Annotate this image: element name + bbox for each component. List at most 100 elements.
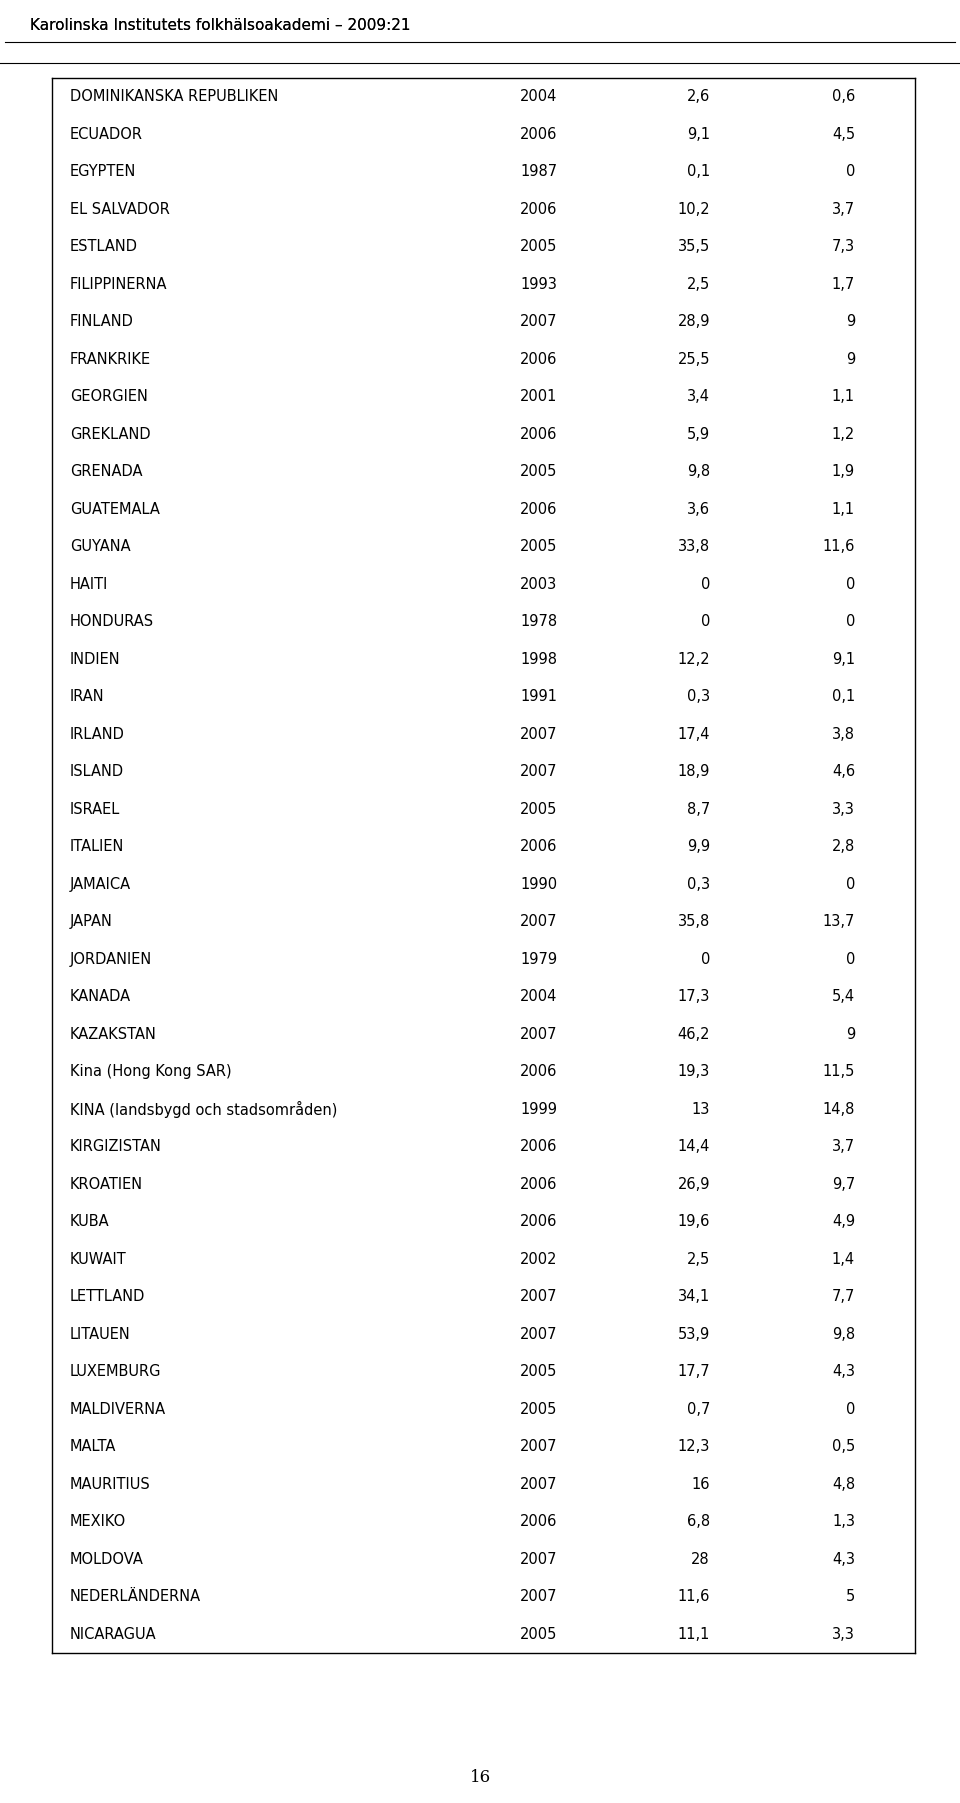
Text: HAITI: HAITI	[70, 577, 108, 591]
Text: 0,6: 0,6	[831, 90, 855, 105]
Text: 35,8: 35,8	[678, 914, 710, 929]
Text: 19,3: 19,3	[678, 1064, 710, 1080]
Text: 2005: 2005	[520, 539, 558, 554]
Text: 2006: 2006	[520, 838, 558, 855]
Text: 1,3: 1,3	[832, 1515, 855, 1529]
Text: 16: 16	[691, 1477, 710, 1491]
Text: 4,5: 4,5	[832, 126, 855, 142]
Text: 1,7: 1,7	[831, 276, 855, 292]
Text: 9,1: 9,1	[832, 651, 855, 667]
Text: 2002: 2002	[520, 1251, 558, 1268]
Text: 12,3: 12,3	[678, 1439, 710, 1455]
Text: IRLAND: IRLAND	[70, 727, 125, 741]
Text: 19,6: 19,6	[678, 1213, 710, 1230]
Text: 9: 9	[846, 1026, 855, 1042]
Text: 2007: 2007	[520, 1026, 558, 1042]
Text: 5,9: 5,9	[686, 427, 710, 442]
Text: 46,2: 46,2	[678, 1026, 710, 1042]
Text: 1979: 1979	[520, 952, 557, 966]
Text: 10,2: 10,2	[678, 202, 710, 216]
Text: 2005: 2005	[520, 1401, 558, 1417]
Text: JORDANIEN: JORDANIEN	[70, 952, 153, 966]
Text: 2,5: 2,5	[686, 276, 710, 292]
Text: NICARAGUA: NICARAGUA	[70, 1626, 156, 1643]
Text: LUXEMBURG: LUXEMBURG	[70, 1365, 161, 1379]
Text: 0: 0	[846, 1401, 855, 1417]
Text: ESTLAND: ESTLAND	[70, 240, 138, 254]
Text: 17,4: 17,4	[678, 727, 710, 741]
Text: 3,6: 3,6	[687, 501, 710, 517]
Text: 0: 0	[846, 577, 855, 591]
Text: 4,3: 4,3	[832, 1552, 855, 1567]
Text: KUWAIT: KUWAIT	[70, 1251, 127, 1268]
Text: 5,4: 5,4	[832, 990, 855, 1004]
Text: 2006: 2006	[520, 1515, 558, 1529]
Text: 2006: 2006	[520, 427, 558, 442]
Text: 2005: 2005	[520, 1365, 558, 1379]
Text: HONDURAS: HONDURAS	[70, 615, 155, 629]
Text: 1993: 1993	[520, 276, 557, 292]
Text: 2007: 2007	[520, 1327, 558, 1341]
Text: FRANKRIKE: FRANKRIKE	[70, 352, 151, 366]
Text: MOLDOVA: MOLDOVA	[70, 1552, 144, 1567]
Text: EL SALVADOR: EL SALVADOR	[70, 202, 170, 216]
Text: GEORGIEN: GEORGIEN	[70, 389, 148, 404]
Text: 2005: 2005	[520, 802, 558, 817]
Text: 0: 0	[701, 577, 710, 591]
Text: 16: 16	[469, 1769, 491, 1787]
Text: 1,9: 1,9	[832, 463, 855, 480]
Text: KAZAKSTAN: KAZAKSTAN	[70, 1026, 156, 1042]
Text: 2007: 2007	[520, 1477, 558, 1491]
Text: 14,4: 14,4	[678, 1139, 710, 1154]
Text: 2007: 2007	[520, 314, 558, 330]
Text: 2006: 2006	[520, 1213, 558, 1230]
Text: 0: 0	[701, 952, 710, 966]
Text: 2007: 2007	[520, 764, 558, 779]
Text: 25,5: 25,5	[678, 352, 710, 366]
Text: 9,7: 9,7	[831, 1177, 855, 1192]
Text: 1991: 1991	[520, 689, 557, 705]
Text: 2003: 2003	[520, 577, 557, 591]
Text: 2,8: 2,8	[831, 838, 855, 855]
Text: 2006: 2006	[520, 1139, 558, 1154]
Text: GRENADA: GRENADA	[70, 463, 142, 480]
Text: 6,8: 6,8	[686, 1515, 710, 1529]
Text: 2005: 2005	[520, 240, 558, 254]
Text: 4,3: 4,3	[832, 1365, 855, 1379]
Text: ISLAND: ISLAND	[70, 764, 124, 779]
Text: KINA (landsbygd och stadsområden): KINA (landsbygd och stadsområden)	[70, 1102, 337, 1118]
Text: 33,8: 33,8	[678, 539, 710, 554]
Text: 28,9: 28,9	[678, 314, 710, 330]
Text: 4,6: 4,6	[832, 764, 855, 779]
Text: KROATIEN: KROATIEN	[70, 1177, 143, 1192]
Text: NEDERLÄNDERNA: NEDERLÄNDERNA	[70, 1588, 202, 1605]
Text: JAPAN: JAPAN	[70, 914, 113, 929]
Text: 0: 0	[846, 952, 855, 966]
Text: 13,7: 13,7	[823, 914, 855, 929]
Text: 1,1: 1,1	[832, 389, 855, 404]
Text: Karolinska Institutets folkhälsoakademi – 2009:21: Karolinska Institutets folkhälsoakademi …	[30, 18, 411, 32]
Text: MALDIVERNA: MALDIVERNA	[70, 1401, 166, 1417]
Text: 0: 0	[846, 164, 855, 178]
Text: ECUADOR: ECUADOR	[70, 126, 143, 142]
Text: 2007: 2007	[520, 1588, 558, 1605]
Text: 2006: 2006	[520, 126, 558, 142]
Text: 0,1: 0,1	[831, 689, 855, 705]
Text: Karolinska Institutets folkhälsoakademi – 2009:21: Karolinska Institutets folkhälsoakademi …	[30, 18, 411, 32]
Text: GUATEMALA: GUATEMALA	[70, 501, 160, 517]
Text: 2004: 2004	[520, 90, 558, 105]
Text: KUBA: KUBA	[70, 1213, 109, 1230]
Text: 7,3: 7,3	[832, 240, 855, 254]
Text: 2004: 2004	[520, 990, 558, 1004]
Text: 18,9: 18,9	[678, 764, 710, 779]
Text: 1,1: 1,1	[832, 501, 855, 517]
Text: 3,4: 3,4	[687, 389, 710, 404]
Text: 3,3: 3,3	[832, 802, 855, 817]
Text: 11,6: 11,6	[823, 539, 855, 554]
Text: Kina (Hong Kong SAR): Kina (Hong Kong SAR)	[70, 1064, 231, 1080]
Text: 0: 0	[846, 615, 855, 629]
Text: 28: 28	[691, 1552, 710, 1567]
Text: 2,5: 2,5	[686, 1251, 710, 1268]
Text: 1998: 1998	[520, 651, 557, 667]
Text: 17,7: 17,7	[678, 1365, 710, 1379]
